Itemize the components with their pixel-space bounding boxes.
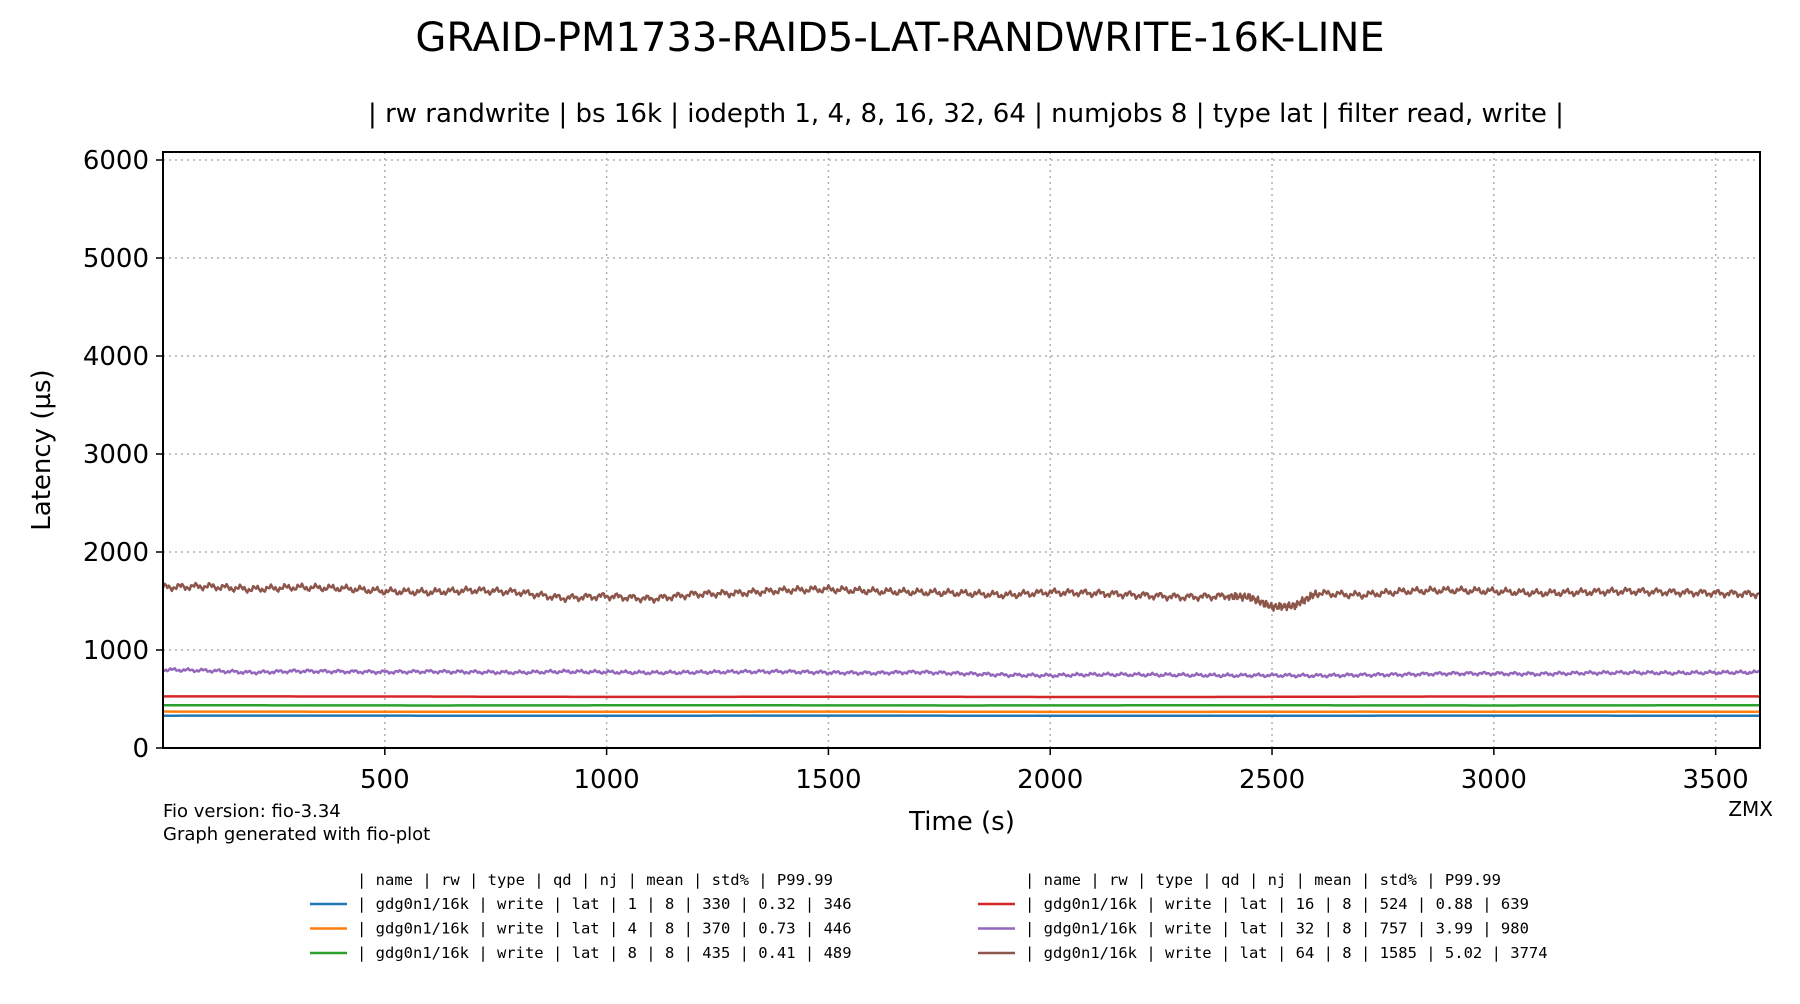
legend-entry: | gdg0n1/16k | write | lat | 1 | 8 | 330… (357, 895, 852, 913)
series-line-4 (163, 696, 1760, 697)
y-tick-label: 1000 (83, 636, 149, 666)
x-axis: 500 1000 1500 2000 2500 3000 3500 (360, 748, 1749, 795)
y-axis-label: Latency (µs) (27, 369, 57, 530)
footer-generator: Graph generated with fio-plot (163, 824, 430, 845)
x-axis-label: Time (s) (908, 807, 1015, 837)
y-tick-label: 2000 (83, 538, 149, 568)
legend-entry: | gdg0n1/16k | write | lat | 64 | 8 | 15… (1025, 944, 1548, 962)
x-tick-label: 1500 (795, 765, 861, 795)
legend: | name | rw | type | qd | nj | mean | st… (310, 871, 1548, 962)
legend-entry: | gdg0n1/16k | write | lat | 8 | 8 | 435… (357, 944, 852, 962)
chart-subtitle: | rw randwrite | bs 16k | iodepth 1, 4, … (368, 99, 1564, 129)
x-tick-label: 2500 (1239, 765, 1305, 795)
x-tick-label: 1000 (574, 765, 640, 795)
series-line-6 (163, 583, 1760, 611)
legend-entry: | gdg0n1/16k | write | lat | 16 | 8 | 52… (1025, 895, 1529, 913)
x-tick-label: 3500 (1683, 765, 1749, 795)
x-tick-label: 3000 (1461, 765, 1527, 795)
x-tick-label: 2000 (1017, 765, 1083, 795)
y-tick-label: 4000 (83, 342, 149, 372)
y-tick-label: 5000 (83, 244, 149, 274)
plot-frame (163, 152, 1760, 748)
series-line-5 (163, 668, 1760, 677)
footer-fio-version: Fio version: fio-3.34 (163, 801, 341, 822)
y-tick-label: 3000 (83, 440, 149, 470)
legend-header: | name | rw | type | qd | nj | mean | st… (357, 871, 833, 889)
y-tick-label: 0 (132, 734, 149, 764)
y-tick-label: 6000 (83, 146, 149, 176)
legend-header: | name | rw | type | qd | nj | mean | st… (1025, 871, 1501, 889)
legend-entry: | gdg0n1/16k | write | lat | 32 | 8 | 75… (1025, 920, 1529, 938)
legend-entry: | gdg0n1/16k | write | lat | 4 | 8 | 370… (357, 920, 852, 938)
footer-author: ZMX (1728, 797, 1773, 821)
x-tick-label: 500 (360, 765, 410, 795)
y-axis: 0 1000 2000 3000 4000 5000 6000 (83, 146, 163, 764)
chart-title: GRAID-PM1733-RAID5-LAT-RANDWRITE-16K-LIN… (415, 15, 1384, 61)
grid (163, 152, 1760, 748)
